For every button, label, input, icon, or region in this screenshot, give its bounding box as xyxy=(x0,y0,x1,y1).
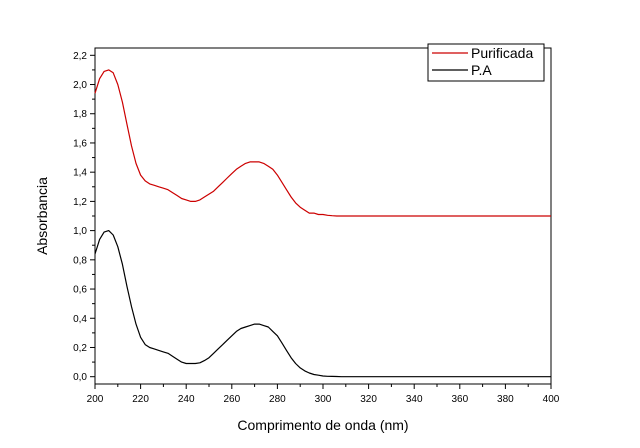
x-tick-label: 340 xyxy=(406,394,423,405)
x-tick-label: 280 xyxy=(269,394,286,405)
legend-box xyxy=(427,43,545,82)
x-tick-label: 360 xyxy=(451,394,468,405)
x-tick-label: 380 xyxy=(497,394,514,405)
x-axis-label: Comprimento de onda (nm) xyxy=(237,417,408,433)
legend-label-1: Purificada xyxy=(471,45,533,61)
y-tick-label: 0,4 xyxy=(73,314,87,325)
x-tick-label: 260 xyxy=(223,394,240,405)
series-layer xyxy=(94,69,551,378)
y-tick-label: 1,4 xyxy=(73,168,87,179)
y-tick-label: 0,0 xyxy=(73,372,87,383)
series-line-2 xyxy=(94,230,551,378)
legend-label-2: P.A xyxy=(471,62,492,78)
y-axis-label: Absorbancia xyxy=(34,177,50,255)
y-tick-label: 1,0 xyxy=(73,226,87,237)
y-tick-label: 0,2 xyxy=(73,343,87,354)
axis-ticks: 200 220 240 260 280 300 320 340 360 380 400 0,0 0,2 0… xyxy=(73,51,560,405)
x-tick-label: 400 xyxy=(543,394,560,405)
y-tick-label: 1,8 xyxy=(73,109,87,120)
y-tick-label: 1,6 xyxy=(73,138,87,149)
y-tick-label: 0,8 xyxy=(73,255,87,266)
x-tick-label: 220 xyxy=(132,394,149,405)
y-tick-label: 0,6 xyxy=(73,285,87,296)
series-line-1 xyxy=(94,69,551,217)
x-tick-label: 320 xyxy=(360,394,377,405)
y-tick-label: 2,2 xyxy=(73,51,87,62)
x-tick-label: 200 xyxy=(87,394,104,405)
x-tick-label: 300 xyxy=(315,394,332,405)
y-tick-label: 1,2 xyxy=(73,197,87,208)
y-tick-label: 2,0 xyxy=(73,80,87,91)
x-tick-label: 240 xyxy=(178,394,195,405)
